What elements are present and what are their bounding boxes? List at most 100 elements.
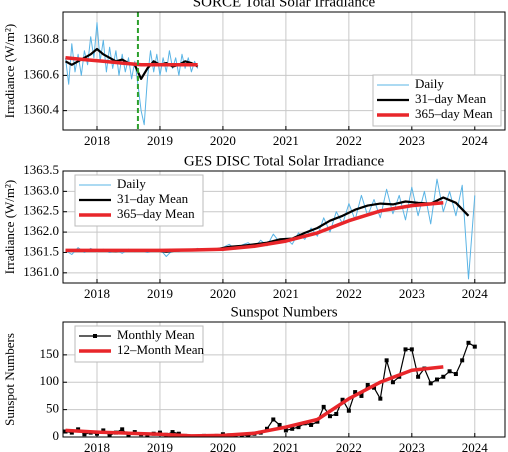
series-line bbox=[65, 201, 444, 253]
data-point bbox=[435, 377, 439, 382]
y-tick-label: 1363.0 bbox=[23, 182, 59, 197]
legend bbox=[74, 325, 204, 363]
y-axis-label: Irradiance (W/m²) bbox=[2, 180, 17, 274]
data-point bbox=[416, 374, 421, 379]
x-tick-label: 2018 bbox=[84, 440, 110, 452]
data-point bbox=[271, 417, 276, 422]
x-tick-label: 2023 bbox=[399, 133, 425, 148]
legend-label: 31–day Mean bbox=[415, 91, 487, 106]
data-point bbox=[82, 432, 87, 437]
data-point bbox=[170, 430, 175, 435]
legend-marker bbox=[93, 334, 97, 338]
y-tick-label: 50 bbox=[46, 401, 59, 416]
y-axis-label: Sunspot Numbers bbox=[2, 333, 17, 426]
data-point bbox=[378, 396, 383, 401]
legend-label: Daily bbox=[117, 176, 146, 191]
series-line bbox=[65, 22, 199, 126]
y-axis-label: Irradiance (W/m²) bbox=[2, 24, 17, 118]
data-point bbox=[315, 419, 320, 424]
plot-marks bbox=[63, 340, 477, 437]
data-point bbox=[460, 358, 465, 363]
data-point bbox=[359, 393, 364, 398]
data-point bbox=[453, 372, 458, 377]
y-tick-label: 1363.5 bbox=[23, 162, 59, 177]
y-tick-label: 1360.8 bbox=[23, 31, 59, 46]
data-point bbox=[283, 428, 288, 433]
data-point bbox=[365, 382, 370, 387]
legend-label: 31–day Mean bbox=[117, 191, 189, 206]
y-tick-label: 150 bbox=[40, 346, 60, 361]
x-tick-label: 2024 bbox=[462, 286, 489, 301]
data-point bbox=[277, 422, 282, 427]
y-tick-label: 1361.5 bbox=[23, 243, 59, 258]
data-point bbox=[441, 374, 446, 379]
data-point bbox=[246, 433, 251, 437]
legend-label: Daily bbox=[415, 76, 444, 91]
x-tick-label: 2023 bbox=[399, 440, 425, 452]
data-point bbox=[290, 426, 295, 431]
data-point bbox=[340, 397, 345, 402]
x-tick-label: 2021 bbox=[273, 440, 299, 452]
x-tick-label: 2021 bbox=[273, 286, 299, 301]
x-tick-label: 2022 bbox=[336, 286, 362, 301]
x-tick-label: 2024 bbox=[462, 133, 489, 148]
data-point bbox=[296, 425, 301, 430]
data-point bbox=[403, 347, 408, 352]
legend-label: Monthly Mean bbox=[117, 327, 195, 342]
x-tick-label: 2020 bbox=[210, 440, 236, 452]
x-tick-label: 2023 bbox=[399, 286, 425, 301]
series-line bbox=[65, 365, 444, 437]
data-point bbox=[472, 344, 477, 349]
x-tick-label: 2018 bbox=[84, 286, 110, 301]
y-tick-label: 0 bbox=[53, 428, 60, 443]
data-point bbox=[69, 430, 74, 435]
legend-label: 365–day Mean bbox=[415, 106, 493, 121]
x-tick-label: 2020 bbox=[210, 286, 236, 301]
y-tick-label: 1362.5 bbox=[23, 203, 59, 218]
y-tick-label: 1361.0 bbox=[23, 264, 59, 279]
data-point bbox=[428, 381, 433, 386]
data-point bbox=[309, 422, 314, 427]
data-point bbox=[390, 380, 395, 385]
data-point bbox=[372, 385, 377, 390]
x-tick-label: 2019 bbox=[147, 286, 173, 301]
plot-frame bbox=[62, 321, 506, 438]
chart-title: GES DISC Total Solar Irradiance bbox=[184, 153, 385, 169]
series-line bbox=[65, 56, 198, 67]
data-point bbox=[265, 426, 269, 431]
chart-title: Sunspot Numbers bbox=[230, 304, 337, 320]
data-point bbox=[353, 390, 358, 395]
data-point bbox=[107, 433, 112, 437]
plot-marks bbox=[65, 178, 476, 280]
plot-marks bbox=[64, 22, 199, 126]
data-point bbox=[327, 414, 332, 419]
data-point bbox=[384, 358, 389, 363]
y-tick-label: 1360.4 bbox=[23, 102, 59, 117]
data-point bbox=[321, 404, 326, 409]
x-tick-label: 2022 bbox=[336, 133, 362, 148]
data-point bbox=[101, 428, 106, 433]
y-tick-label: 100 bbox=[40, 373, 60, 388]
x-tick-label: 2020 bbox=[210, 133, 236, 148]
x-tick-label: 2018 bbox=[84, 133, 110, 148]
data-point bbox=[126, 433, 131, 437]
plot-frame bbox=[62, 11, 506, 131]
data-point bbox=[409, 347, 414, 352]
data-point bbox=[447, 369, 452, 374]
plot-frame bbox=[62, 170, 506, 284]
data-point bbox=[466, 340, 471, 345]
x-tick-label: 2021 bbox=[273, 133, 299, 148]
legend-label: 365–day Mean bbox=[117, 206, 195, 221]
data-point bbox=[346, 408, 351, 413]
data-point bbox=[120, 427, 125, 432]
y-tick-label: 1360.6 bbox=[23, 66, 59, 81]
x-tick-label: 2019 bbox=[147, 440, 173, 452]
legend-label: 12–Month Mean bbox=[117, 342, 205, 357]
x-tick-label: 2024 bbox=[462, 440, 489, 452]
x-tick-label: 2022 bbox=[336, 440, 362, 452]
x-tick-label: 2019 bbox=[147, 133, 173, 148]
chart-title: SORCE Total Solar Irradiance bbox=[193, 0, 376, 10]
y-tick-label: 1362.0 bbox=[23, 223, 59, 238]
data-point bbox=[334, 412, 339, 416]
